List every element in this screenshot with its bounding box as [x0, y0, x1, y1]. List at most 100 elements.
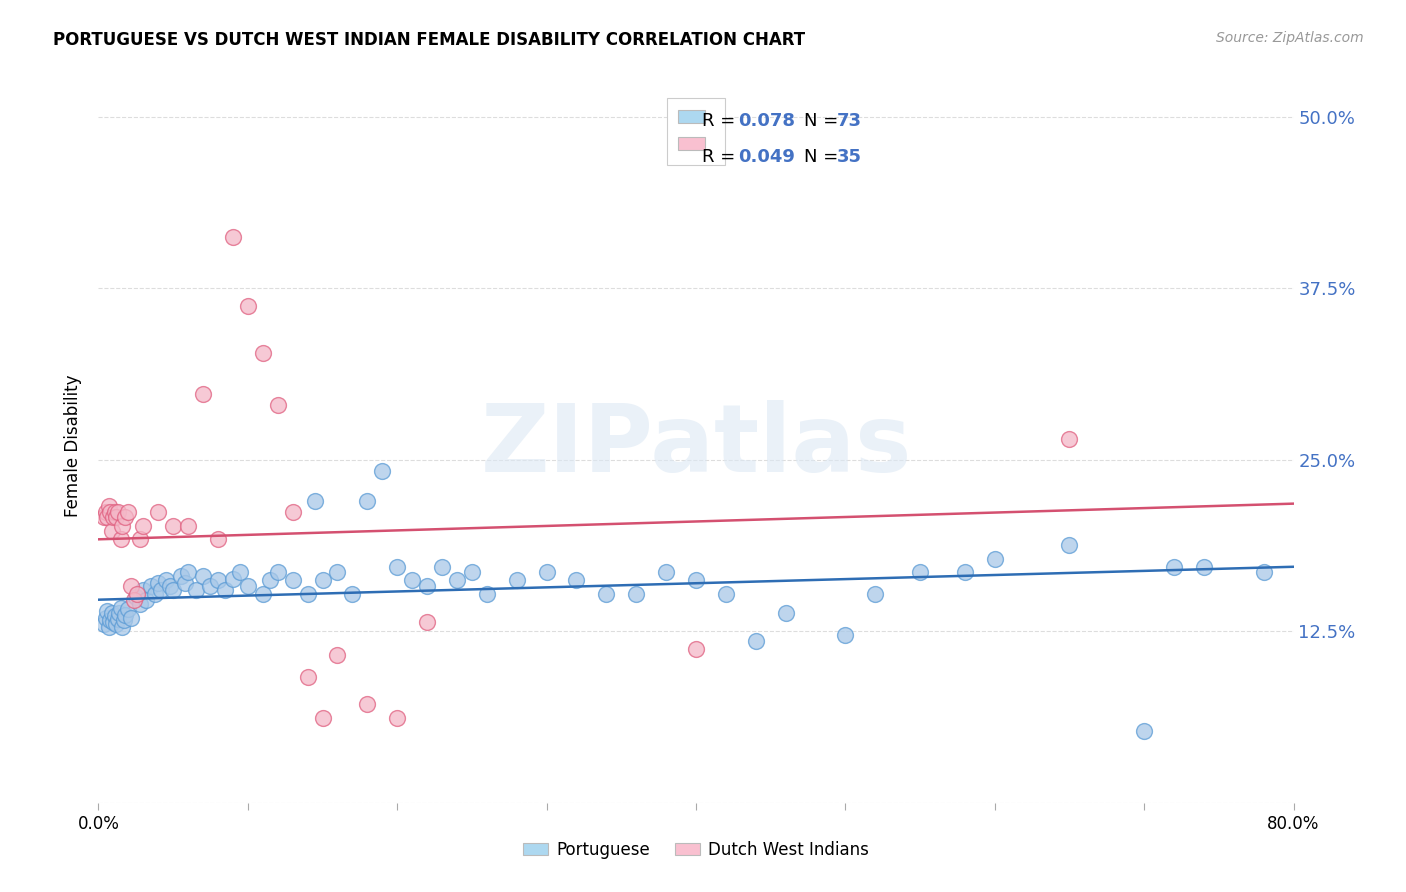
Point	[111, 620, 134, 634]
Point	[775, 607, 797, 621]
Point	[96, 510, 118, 524]
Point	[236, 579, 259, 593]
Point	[281, 574, 304, 588]
Point	[416, 579, 439, 593]
Point	[297, 669, 319, 683]
Point	[114, 607, 136, 622]
Point	[97, 620, 120, 634]
Point	[207, 574, 229, 588]
Point	[304, 494, 326, 508]
Point	[162, 518, 184, 533]
Point	[94, 505, 117, 519]
Point	[908, 566, 931, 580]
Point	[127, 587, 149, 601]
Point	[162, 583, 184, 598]
Point	[236, 299, 259, 313]
Text: N =: N =	[804, 148, 844, 166]
Point	[536, 566, 558, 580]
Point	[101, 524, 124, 538]
Text: Source: ZipAtlas.com: Source: ZipAtlas.com	[1216, 31, 1364, 45]
Text: N =: N =	[804, 112, 844, 130]
Point	[104, 505, 127, 519]
Point	[311, 574, 333, 588]
Point	[148, 576, 170, 591]
Point	[685, 642, 707, 657]
Point	[107, 505, 129, 519]
Text: ZIPatlas: ZIPatlas	[481, 400, 911, 492]
Point	[117, 505, 139, 519]
Point	[1192, 559, 1215, 574]
Point	[200, 579, 222, 593]
Point	[191, 387, 214, 401]
Point	[120, 610, 142, 624]
Point	[98, 613, 122, 627]
Point	[1059, 432, 1081, 446]
Point	[1163, 559, 1185, 574]
Point	[595, 587, 617, 601]
Point	[132, 583, 155, 598]
Point	[1133, 724, 1156, 739]
Point	[685, 574, 707, 588]
Point	[111, 518, 134, 533]
Point	[953, 566, 976, 580]
Point	[159, 579, 181, 593]
Point	[222, 230, 245, 244]
Point	[177, 566, 200, 580]
Text: R =: R =	[702, 148, 741, 166]
Point	[114, 510, 136, 524]
Point	[105, 617, 128, 632]
Point	[267, 398, 290, 412]
Point	[148, 505, 170, 519]
Point	[155, 574, 177, 588]
Point	[93, 510, 115, 524]
Point	[565, 574, 588, 588]
Point	[191, 569, 214, 583]
Point	[229, 566, 252, 580]
Point	[104, 609, 127, 624]
Point	[132, 518, 155, 533]
Point	[1253, 566, 1275, 580]
Point	[385, 711, 409, 725]
Text: 73: 73	[837, 112, 862, 130]
Point	[297, 587, 319, 601]
Point	[446, 574, 468, 588]
Point	[129, 597, 152, 611]
Point	[169, 569, 191, 583]
Point	[356, 697, 378, 711]
Point	[174, 576, 197, 591]
Point	[326, 648, 349, 662]
Point	[150, 583, 173, 598]
Point	[177, 518, 200, 533]
Point	[1059, 538, 1081, 552]
Point	[311, 711, 333, 725]
Point	[97, 500, 120, 514]
Text: 35: 35	[837, 148, 862, 166]
Point	[371, 464, 394, 478]
Point	[103, 615, 125, 629]
Point	[207, 533, 229, 547]
Text: PORTUGUESE VS DUTCH WEST INDIAN FEMALE DISABILITY CORRELATION CHART: PORTUGUESE VS DUTCH WEST INDIAN FEMALE D…	[53, 31, 806, 49]
Point	[103, 510, 125, 524]
Y-axis label: Female Disability: Female Disability	[65, 375, 83, 517]
Point	[108, 607, 131, 621]
Point	[475, 587, 498, 601]
Point	[129, 533, 152, 547]
Point	[714, 587, 737, 601]
Point	[626, 587, 648, 601]
Text: 0.078: 0.078	[738, 112, 794, 130]
Point	[745, 633, 768, 648]
Point	[135, 592, 157, 607]
Point	[281, 505, 304, 519]
Point	[416, 615, 439, 629]
Point	[112, 613, 135, 627]
Point	[865, 587, 887, 601]
Point	[430, 559, 453, 574]
Point	[506, 574, 529, 588]
Point	[214, 583, 236, 598]
Point	[125, 590, 148, 604]
Point	[385, 559, 409, 574]
Point	[252, 345, 274, 359]
Point	[259, 574, 281, 588]
Point	[98, 505, 122, 519]
Point	[342, 587, 364, 601]
